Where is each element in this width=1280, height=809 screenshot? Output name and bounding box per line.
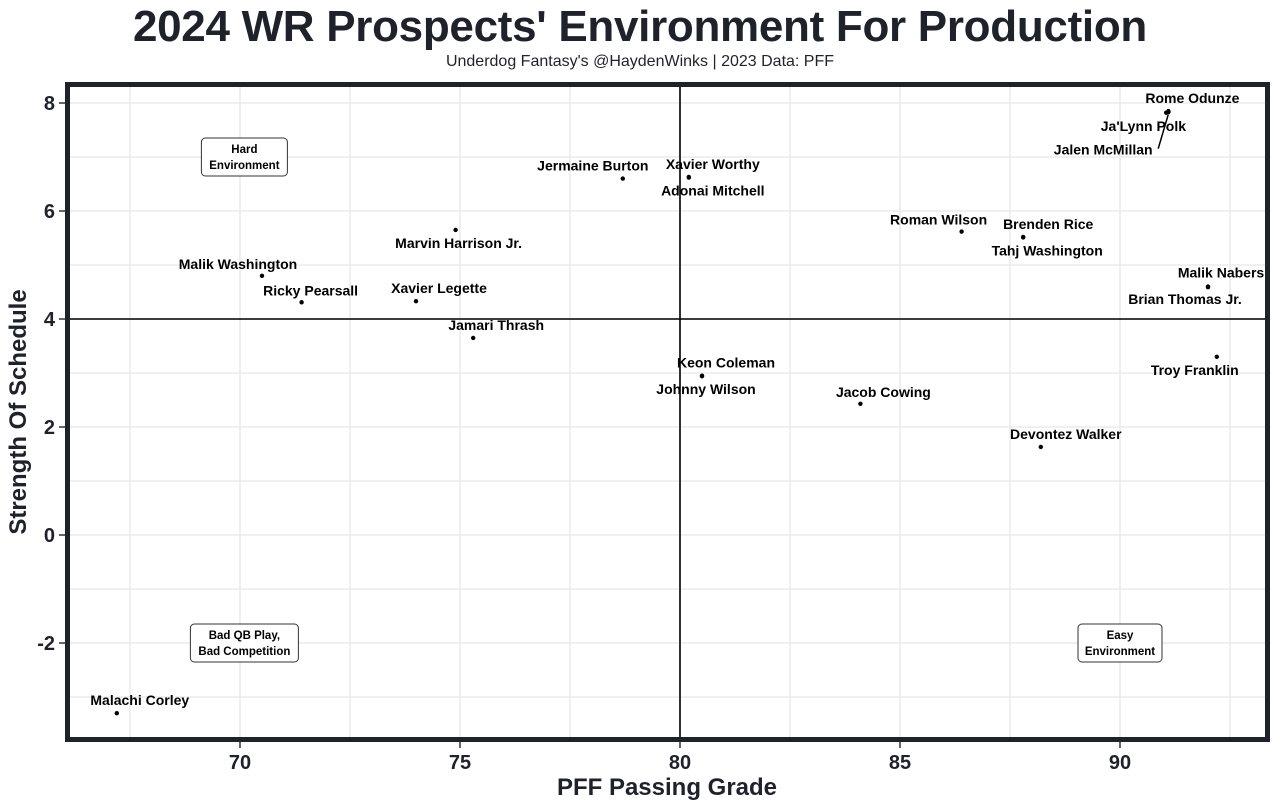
chart-title: 2024 WR Prospects' Environment For Produ… (132, 2, 1148, 51)
data-point (471, 335, 476, 341)
chart-subtitle: Underdog Fantasy's @HaydenWinks | 2023 D… (445, 53, 835, 70)
x-tick-label: 80 (669, 752, 691, 774)
data-points (114, 108, 1220, 716)
point-label: Malik Nabers (1178, 265, 1265, 281)
y-axis-title: Strength Of Schedule (5, 289, 32, 534)
point-label: Brenden Rice (1003, 216, 1093, 232)
data-point (453, 227, 458, 233)
point-label: Devontez Walker (1010, 426, 1122, 442)
point-label: Jamari Thrash (448, 317, 544, 333)
point-label: Brian Thomas Jr. (1128, 291, 1242, 307)
annotation-text: Hard (231, 144, 257, 156)
point-label: Ja'Lynn Polk (1101, 118, 1186, 134)
data-point (1205, 284, 1211, 290)
y-tick-label: -2 (37, 633, 55, 655)
x-tick-label: 90 (1109, 752, 1131, 774)
data-point (114, 711, 120, 716)
data-point (1214, 354, 1220, 359)
quadrant-annotation: Hard Environment (200, 137, 288, 177)
plot-panel-border (65, 82, 1270, 742)
data-point (620, 176, 625, 181)
annotation-text: Easy (1107, 630, 1134, 642)
data-point (959, 229, 964, 234)
leader-line (1157, 114, 1169, 149)
y-tick-label: 6 (44, 201, 55, 223)
x-tick-label: 75 (449, 752, 471, 774)
y-tick-label: 8 (44, 93, 55, 115)
reference-lines (70, 87, 1265, 737)
data-point (858, 401, 863, 406)
point-label: Xavier Worthy (666, 156, 760, 172)
x-tick-label: 70 (229, 752, 251, 774)
point-label: Johnny Wilson (656, 381, 755, 397)
data-point (1164, 110, 1169, 115)
data-point (1038, 444, 1044, 450)
point-label: Rome Odunze (1145, 90, 1239, 106)
data-point (299, 300, 304, 305)
annotation-box (1077, 623, 1163, 663)
annotation-text: Environment (209, 160, 279, 172)
y-tick-label: 4 (44, 309, 56, 331)
annotation-box (189, 623, 299, 663)
data-point (413, 298, 419, 304)
point-label: Malachi Corley (90, 692, 189, 708)
y-axis-ticks: -2 0 2 4 6 8 (37, 93, 65, 655)
point-label: Xavier Legette (391, 280, 487, 296)
quadrant-annotation: Easy Environment (1077, 623, 1163, 663)
data-point (259, 273, 265, 278)
label-leader-lines (1157, 114, 1169, 149)
point-label: Adonai Mitchell (661, 183, 764, 199)
x-axis-ticks: 70 75 80 85 90 (229, 742, 1131, 774)
point-label: Jalen McMillan (1054, 142, 1153, 158)
point-label: Jacob Cowing (836, 384, 931, 400)
annotation-text: Bad Competition (198, 646, 290, 658)
point-label: Marvin Harrison Jr. (395, 235, 522, 251)
quadrant-annotations: Hard Environment Bad QB Play, Bad Competiti… (189, 137, 1163, 663)
y-tick-label: 0 (44, 525, 55, 547)
point-label: Tahj Washington (992, 242, 1103, 258)
x-tick-label: 85 (889, 752, 911, 774)
annotation-text: Environment (1085, 646, 1155, 658)
point-label: Ricky Pearsall (263, 282, 358, 298)
annotation-text: Bad QB Play, (209, 630, 280, 642)
annotation-box (200, 137, 288, 177)
data-point (686, 175, 691, 180)
data-point (1021, 235, 1026, 240)
point-label: Malik Washington (179, 256, 297, 272)
y-tick-label: 2 (44, 417, 55, 439)
quadrant-annotation: Bad QB Play, Bad Competition (189, 623, 299, 663)
data-point (699, 374, 705, 379)
point-label: Jermaine Burton (537, 158, 648, 174)
point-label: Keon Coleman (677, 355, 775, 371)
point-labels: Rome Odunze Ja'Lynn Polk Jalen McMillan Jer… (90, 90, 1264, 708)
x-axis-title: PFF Passing Grade (557, 774, 777, 801)
point-label: Troy Franklin (1151, 362, 1239, 378)
point-label: Roman Wilson (890, 212, 987, 228)
